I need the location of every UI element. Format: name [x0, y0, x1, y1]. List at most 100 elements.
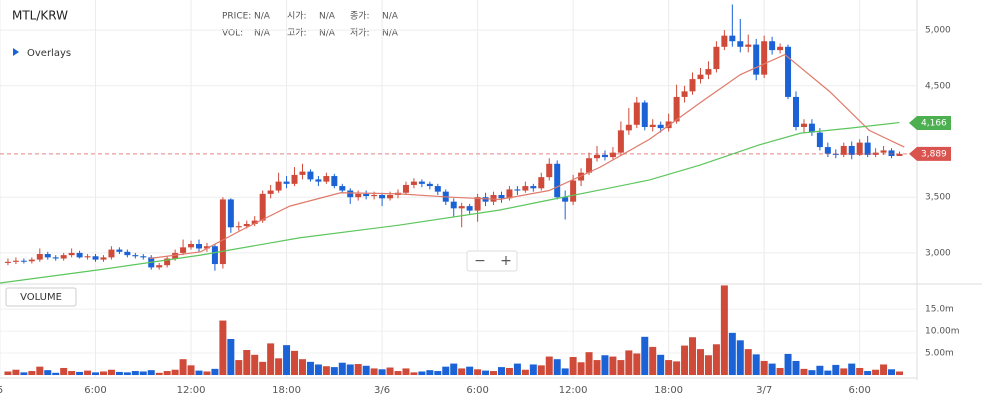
candle-body	[498, 194, 505, 199]
zoom-in-button[interactable]: +	[500, 253, 512, 269]
volume-bar	[696, 349, 704, 375]
volume-bar	[712, 344, 720, 375]
volume-bar	[99, 371, 107, 375]
volume-bar	[450, 363, 458, 375]
volume-bar	[681, 345, 689, 375]
volume-bar	[513, 363, 521, 375]
volume-bar	[155, 372, 163, 375]
candle-body	[267, 190, 274, 194]
volume-bar	[474, 369, 482, 375]
candle-body	[657, 124, 664, 129]
candle-body	[52, 257, 59, 259]
volume-bar	[816, 365, 824, 375]
volume-bar	[171, 369, 179, 375]
overlays-arrow[interactable]	[13, 48, 19, 56]
candle-body	[824, 147, 831, 154]
volume-bar	[601, 355, 609, 375]
chart-title: MTL/KRW	[12, 9, 68, 23]
volume-bar	[235, 360, 243, 375]
candle-body	[188, 244, 195, 248]
y-tick-label: 3,000	[925, 248, 951, 258]
candle-body	[705, 69, 712, 75]
volume-bar	[139, 371, 147, 375]
volume-bar	[84, 370, 92, 375]
volume-bar	[76, 371, 84, 375]
candle-body	[458, 206, 465, 209]
volume-bar	[792, 360, 800, 375]
volume-bar	[760, 360, 768, 375]
candle-body	[347, 190, 354, 198]
candle-body	[848, 145, 855, 155]
x-tick-label: 3/7	[756, 385, 772, 396]
volume-bar	[442, 366, 450, 375]
ma-tag-bg	[909, 116, 951, 131]
volume-bar	[402, 368, 410, 375]
volume-bar	[92, 372, 100, 375]
candle-body	[402, 184, 409, 193]
candle-body	[418, 181, 425, 184]
volume-bar	[609, 356, 617, 375]
candle-body	[363, 193, 370, 197]
info-value: N/A	[319, 29, 336, 39]
overlays-button[interactable]: Overlays	[27, 48, 71, 59]
info-value: N/A	[254, 29, 271, 39]
zoom-box	[466, 250, 518, 272]
volume-bar	[354, 364, 362, 375]
candle-body	[816, 132, 823, 148]
volume-bar	[888, 369, 896, 375]
volume-bar	[115, 371, 123, 375]
x-tick-label: 18:00	[654, 385, 683, 396]
candle-body	[124, 251, 131, 256]
zoom-out-button[interactable]: −	[474, 253, 486, 269]
moving-average	[0, 121, 900, 284]
volume-bar	[68, 371, 76, 375]
candle-body	[673, 96, 680, 122]
volume-bar	[864, 371, 872, 375]
volume-bar	[410, 372, 418, 375]
info-value: N/A	[254, 12, 271, 22]
y-tick-label: 4,500	[925, 81, 951, 91]
candle-body	[793, 96, 800, 128]
volume-bar	[856, 367, 864, 375]
volume-bar	[808, 370, 816, 375]
info-label: 종가:	[350, 11, 370, 22]
candle-body	[450, 201, 457, 209]
candle-body	[387, 194, 394, 199]
candle-body	[482, 197, 489, 202]
volume-label: VOLUME	[20, 292, 62, 303]
volume-bar	[593, 360, 601, 375]
candle-body	[116, 249, 123, 252]
x-tick-label: 18:00	[272, 385, 301, 396]
x-tick-label: 12:00	[177, 385, 206, 396]
volume-bar	[561, 368, 569, 375]
candle-body	[60, 255, 67, 259]
candle-body	[506, 189, 513, 199]
candle-body	[586, 158, 593, 173]
candle-body	[856, 142, 863, 155]
candle-body	[299, 171, 306, 175]
volume-bar	[147, 370, 155, 375]
candle-body	[219, 199, 226, 265]
candle-body	[769, 41, 776, 51]
x-tick-label: 6:00	[466, 385, 488, 396]
volume-bar	[338, 362, 346, 375]
x-tick-label: 6:00	[848, 385, 870, 396]
volume-bar	[880, 364, 888, 375]
candle-body	[681, 91, 688, 97]
candle-body	[235, 226, 242, 228]
candle-body	[28, 259, 35, 262]
volume-bar	[553, 359, 561, 375]
volume-bar	[306, 361, 314, 375]
candle-body	[641, 102, 648, 128]
candle-body	[562, 197, 569, 202]
candle-body	[530, 186, 537, 189]
volume-bar	[458, 368, 466, 375]
x-tick-label: 5	[0, 385, 3, 396]
candle-body	[800, 123, 807, 128]
volume-bar	[362, 365, 370, 375]
ma-tag: 4,166	[921, 119, 947, 129]
y-tick-label: 3,500	[925, 193, 951, 203]
info-value: N/A	[382, 12, 399, 22]
candle-body	[371, 194, 378, 197]
candle-body	[753, 44, 760, 75]
